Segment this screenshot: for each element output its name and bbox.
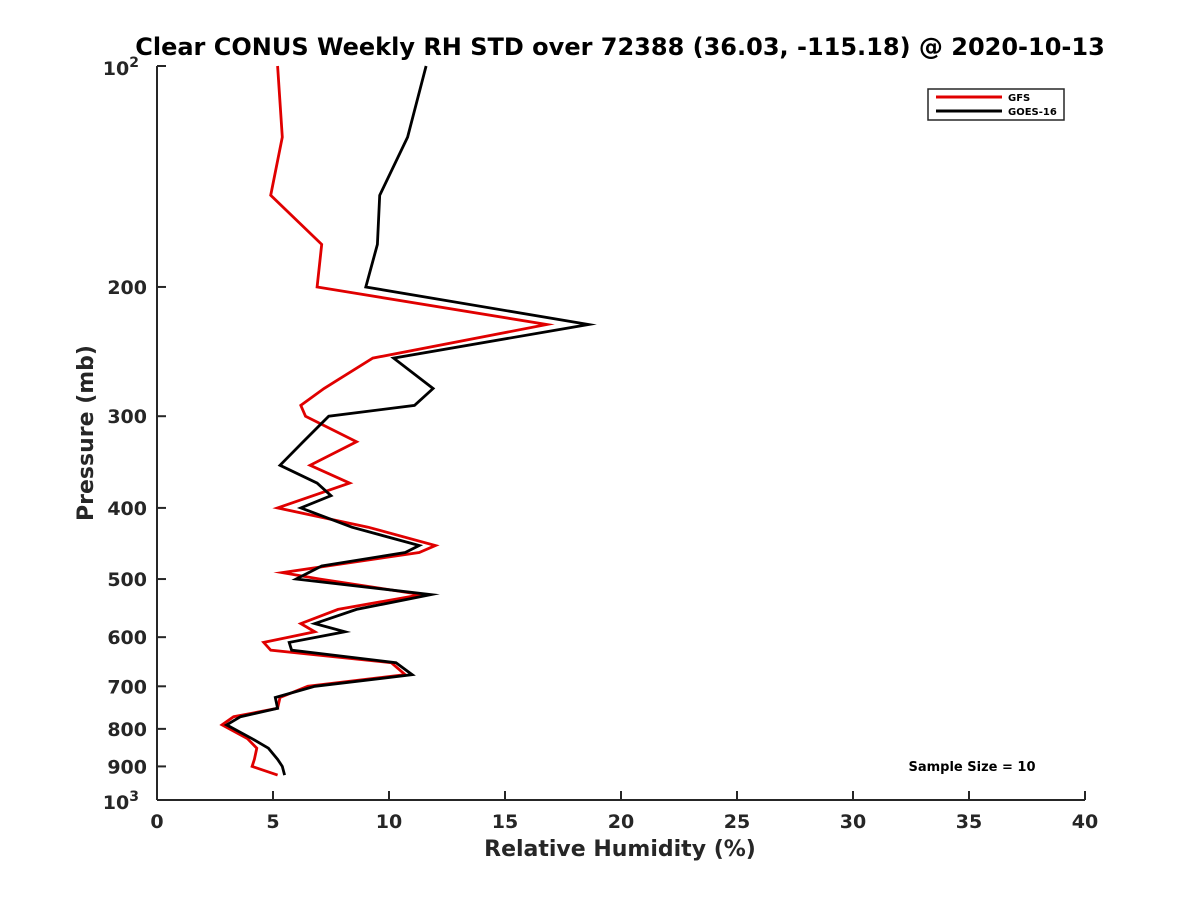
- x-tick-label: 20: [608, 811, 634, 833]
- series-lines: [219, 65, 597, 777]
- y-tick-label: 500: [107, 569, 147, 591]
- y-tick-label: 800: [107, 719, 147, 741]
- x-axis-ticks: 0 5 10 15 20 25 30 35 40: [150, 791, 1098, 833]
- y-axis-label: Pressure (mb): [74, 345, 99, 521]
- y-tick-label: 900: [107, 756, 147, 778]
- x-tick-label: 0: [150, 811, 163, 833]
- series-line-goes16: [223, 65, 597, 776]
- y-tick-label: 400: [107, 498, 147, 520]
- plot-area: 0 5 10 15 20 25 30 35 40 102 200 300 400 500 600 700 80…: [103, 55, 1098, 833]
- x-axis-label: Relative Humidity (%): [484, 837, 756, 862]
- x-tick-label: 10: [376, 811, 402, 833]
- legend: GFS GOES-16: [927, 88, 1065, 121]
- legend-label-gfs: GFS: [1008, 93, 1030, 104]
- y-tick-label: 300: [107, 406, 147, 428]
- y-tick-label: 600: [107, 627, 147, 649]
- y-axis-ticks: 102 200 300 400 500 600 700 800 900 103: [103, 55, 166, 814]
- x-tick-label: 5: [266, 811, 279, 833]
- y-tick-label: 700: [107, 676, 147, 698]
- legend-box: [927, 88, 1065, 121]
- x-tick-label: 35: [956, 811, 982, 833]
- legend-label-goes16: GOES-16: [1008, 107, 1057, 118]
- y-tick-label: 103: [103, 789, 139, 814]
- x-tick-label: 25: [724, 811, 750, 833]
- y-tick-label: 102: [103, 55, 139, 80]
- x-tick-label: 30: [840, 811, 866, 833]
- x-tick-label: 15: [492, 811, 518, 833]
- sample-size-annotation: Sample Size = 10: [908, 760, 1035, 775]
- x-tick-label: 40: [1072, 811, 1098, 833]
- series-line-gfs: [219, 65, 555, 777]
- y-tick-label: 200: [107, 277, 147, 299]
- chart-title: Clear CONUS Weekly RH STD over 72388 (36…: [135, 33, 1105, 61]
